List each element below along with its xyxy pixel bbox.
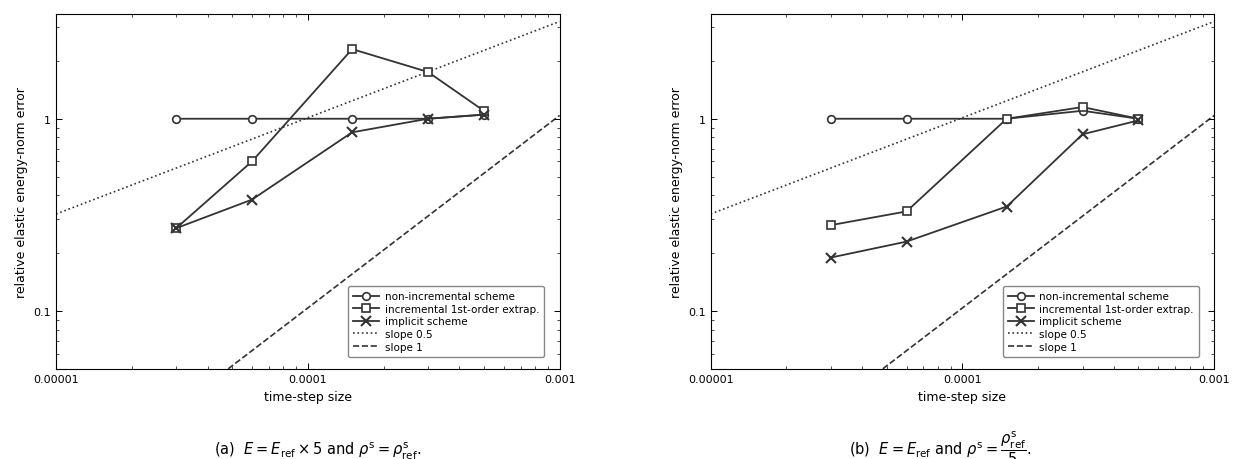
incremental 1st-order extrap. xyxy=(1130,117,1145,122)
incremental 1st-order extrap. xyxy=(168,226,183,231)
non-incremental scheme xyxy=(1076,109,1091,114)
non-incremental scheme xyxy=(244,117,259,122)
Line: implicit scheme: implicit scheme xyxy=(172,111,488,234)
implicit scheme xyxy=(477,112,492,118)
non-incremental scheme xyxy=(1000,117,1015,122)
incremental 1st-order extrap. xyxy=(823,223,838,229)
implicit scheme xyxy=(421,117,436,122)
Line: non-incremental scheme: non-incremental scheme xyxy=(172,112,488,123)
implicit scheme xyxy=(899,239,914,245)
non-incremental scheme xyxy=(1130,117,1145,122)
Text: (a)  $E = E_{\mathrm{ref}} \times 5$ and $\rho^{\mathrm{s}} = \rho^{\mathrm{s}}_: (a) $E = E_{\mathrm{ref}} \times 5$ and … xyxy=(214,440,421,459)
Line: non-incremental scheme: non-incremental scheme xyxy=(827,108,1142,123)
implicit scheme xyxy=(168,226,183,231)
X-axis label: time-step size: time-step size xyxy=(919,390,1006,403)
non-incremental scheme xyxy=(168,117,183,122)
incremental 1st-order extrap. xyxy=(1000,117,1015,122)
Line: implicit scheme: implicit scheme xyxy=(825,116,1143,263)
non-incremental scheme xyxy=(345,117,360,122)
Line: incremental 1st-order extrap.: incremental 1st-order extrap. xyxy=(827,104,1142,230)
implicit scheme xyxy=(345,130,360,136)
implicit scheme xyxy=(1076,132,1091,138)
Y-axis label: relative elastic energy-norm error: relative elastic energy-norm error xyxy=(670,87,682,297)
implicit scheme xyxy=(1000,204,1015,210)
implicit scheme xyxy=(1130,118,1145,124)
incremental 1st-order extrap. xyxy=(345,47,360,53)
implicit scheme xyxy=(244,197,259,203)
Legend: non-incremental scheme, incremental 1st-order extrap., implicit scheme, slope 0.: non-incremental scheme, incremental 1st-… xyxy=(349,286,544,357)
Text: (b)  $E = E_{\mathrm{ref}}$ and $\rho^{\mathrm{s}} = \dfrac{\rho^{\mathrm{s}}_{\: (b) $E = E_{\mathrm{ref}}$ and $\rho^{\m… xyxy=(849,429,1031,459)
incremental 1st-order extrap. xyxy=(899,209,914,215)
incremental 1st-order extrap. xyxy=(421,70,436,76)
Y-axis label: relative elastic energy-norm error: relative elastic energy-norm error xyxy=(15,87,27,297)
implicit scheme xyxy=(823,255,838,261)
non-incremental scheme xyxy=(899,117,914,122)
non-incremental scheme xyxy=(421,117,436,122)
incremental 1st-order extrap. xyxy=(477,109,492,114)
X-axis label: time-step size: time-step size xyxy=(264,390,352,403)
Line: incremental 1st-order extrap.: incremental 1st-order extrap. xyxy=(172,46,488,233)
incremental 1st-order extrap. xyxy=(244,159,259,165)
Legend: non-incremental scheme, incremental 1st-order extrap., implicit scheme, slope 0.: non-incremental scheme, incremental 1st-… xyxy=(1002,286,1199,357)
non-incremental scheme xyxy=(477,112,492,118)
non-incremental scheme xyxy=(823,117,838,122)
incremental 1st-order extrap. xyxy=(1076,105,1091,111)
